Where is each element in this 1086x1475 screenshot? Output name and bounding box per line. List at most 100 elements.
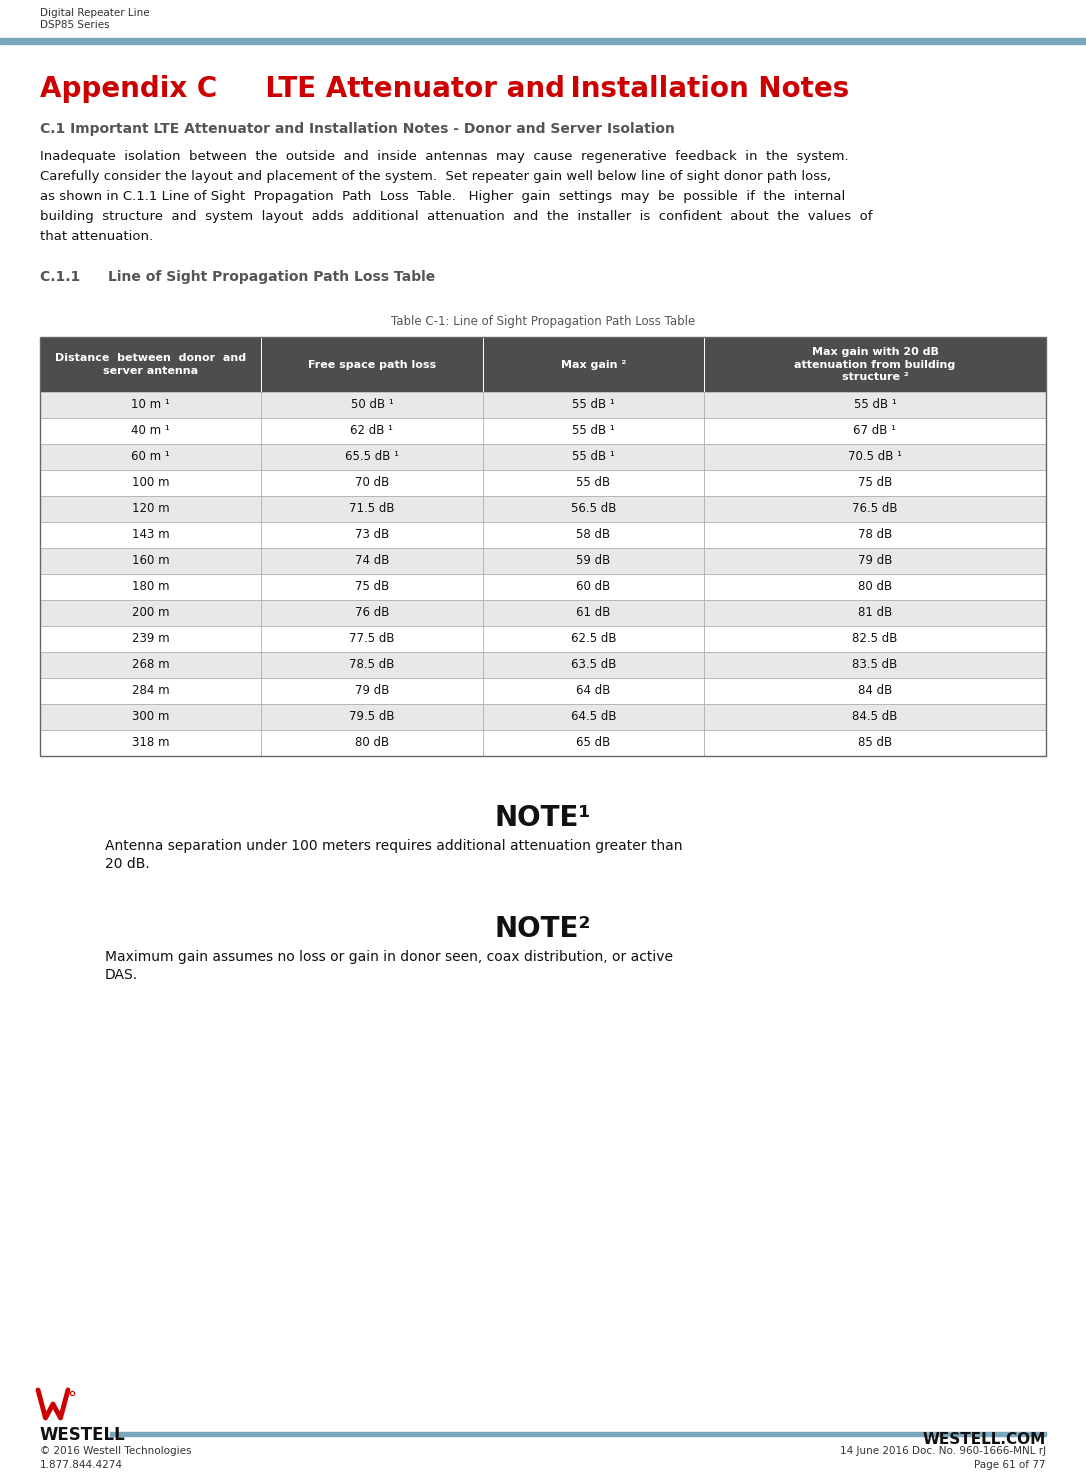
Text: 64.5 dB: 64.5 dB <box>570 711 616 724</box>
Bar <box>482 496 704 522</box>
Text: as shown in C.1.1 Line of Sight  Propagation  Path  Loss  Table.   Higher  gain : as shown in C.1.1 Line of Sight Propagat… <box>40 190 845 204</box>
Text: 73 dB: 73 dB <box>355 528 389 541</box>
Bar <box>482 730 704 757</box>
Text: 160 m: 160 m <box>131 555 169 568</box>
Text: 76 dB: 76 dB <box>355 606 389 619</box>
Text: Max gain ²: Max gain ² <box>560 360 626 370</box>
Bar <box>262 652 482 679</box>
Text: DSP85 Series: DSP85 Series <box>40 21 110 30</box>
Bar <box>262 574 482 600</box>
Text: 79 dB: 79 dB <box>355 684 389 698</box>
Bar <box>40 574 262 600</box>
Bar <box>482 417 704 444</box>
Bar <box>0 38 1086 44</box>
Text: 65.5 dB ¹: 65.5 dB ¹ <box>345 450 399 463</box>
Bar <box>704 417 1046 444</box>
Bar <box>482 549 704 574</box>
Text: C.1 Important LTE Attenuator and Installation Notes - Donor and Server Isolation: C.1 Important LTE Attenuator and Install… <box>40 122 674 136</box>
Text: 1.877.844.4274: 1.877.844.4274 <box>40 1460 123 1471</box>
Text: that attenuation.: that attenuation. <box>40 230 153 243</box>
Bar <box>262 678 482 704</box>
Bar <box>40 522 262 549</box>
Bar <box>40 678 262 704</box>
Bar <box>262 336 482 392</box>
Text: 200 m: 200 m <box>131 606 169 619</box>
Bar <box>40 496 262 522</box>
Text: 71.5 dB: 71.5 dB <box>350 503 394 515</box>
Text: 78 dB: 78 dB <box>858 528 892 541</box>
Bar <box>704 600 1046 625</box>
Bar <box>704 625 1046 652</box>
Bar <box>40 704 262 730</box>
Text: WESTELL.COM: WESTELL.COM <box>923 1432 1046 1447</box>
Bar <box>40 471 262 496</box>
Text: 55 dB: 55 dB <box>577 476 610 490</box>
Bar <box>40 549 262 574</box>
Text: Antenna separation under 100 meters requires additional attenuation greater than: Antenna separation under 100 meters requ… <box>105 839 682 853</box>
Bar <box>40 392 262 417</box>
Bar <box>40 625 262 652</box>
Text: 65 dB: 65 dB <box>577 736 610 749</box>
Text: 55 dB ¹: 55 dB ¹ <box>572 398 615 412</box>
Text: 82.5 dB: 82.5 dB <box>853 633 898 646</box>
Text: Maximum gain assumes no loss or gain in donor seen, coax distribution, or active: Maximum gain assumes no loss or gain in … <box>105 950 673 965</box>
Text: 180 m: 180 m <box>131 581 169 593</box>
Bar <box>704 522 1046 549</box>
Text: 61 dB: 61 dB <box>576 606 610 619</box>
Text: 55 dB ¹: 55 dB ¹ <box>854 398 896 412</box>
Text: 284 m: 284 m <box>131 684 169 698</box>
Text: 63.5 dB: 63.5 dB <box>570 658 616 671</box>
Text: 268 m: 268 m <box>131 658 169 671</box>
Text: 67 dB ¹: 67 dB ¹ <box>854 425 896 438</box>
Bar <box>482 392 704 417</box>
Bar <box>704 678 1046 704</box>
Bar <box>704 392 1046 417</box>
Text: 80 dB: 80 dB <box>355 736 389 749</box>
Text: 81 dB: 81 dB <box>858 606 892 619</box>
Text: Page 61 of 77: Page 61 of 77 <box>974 1460 1046 1471</box>
Bar <box>262 417 482 444</box>
Bar <box>482 471 704 496</box>
Text: Inadequate  isolation  between  the  outside  and  inside  antennas  may  cause : Inadequate isolation between the outside… <box>40 150 848 164</box>
Bar <box>262 549 482 574</box>
Text: NOTE¹: NOTE¹ <box>495 804 591 832</box>
Bar <box>482 625 704 652</box>
Text: 20 dB.: 20 dB. <box>105 857 150 872</box>
Bar <box>40 444 262 471</box>
Bar <box>40 336 1046 757</box>
Text: 62.5 dB: 62.5 dB <box>570 633 616 646</box>
Bar <box>482 678 704 704</box>
Text: 62 dB ¹: 62 dB ¹ <box>351 425 393 438</box>
Bar <box>40 417 262 444</box>
Bar <box>40 336 262 392</box>
Bar <box>110 1432 1046 1437</box>
Text: 143 m: 143 m <box>131 528 169 541</box>
Bar <box>262 704 482 730</box>
Text: 78.5 dB: 78.5 dB <box>350 658 394 671</box>
Text: Table C-1: Line of Sight Propagation Path Loss Table: Table C-1: Line of Sight Propagation Pat… <box>391 316 695 327</box>
Text: 84 dB: 84 dB <box>858 684 892 698</box>
Text: Carefully consider the layout and placement of the system.  Set repeater gain we: Carefully consider the layout and placem… <box>40 170 831 183</box>
Text: 60 m ¹: 60 m ¹ <box>131 450 171 463</box>
Text: 56.5 dB: 56.5 dB <box>570 503 616 515</box>
Text: C.1.1  Line of Sight Propagation Path Loss Table: C.1.1 Line of Sight Propagation Path Los… <box>40 270 435 285</box>
Bar <box>262 444 482 471</box>
Text: 58 dB: 58 dB <box>577 528 610 541</box>
Bar <box>704 730 1046 757</box>
Text: 84.5 dB: 84.5 dB <box>853 711 898 724</box>
Text: Digital Repeater Line: Digital Repeater Line <box>40 7 150 18</box>
Text: DAS.: DAS. <box>105 968 138 982</box>
Bar <box>262 730 482 757</box>
Bar <box>262 625 482 652</box>
Text: 76.5 dB: 76.5 dB <box>853 503 898 515</box>
Bar <box>482 600 704 625</box>
Text: 10 m ¹: 10 m ¹ <box>131 398 171 412</box>
Bar <box>704 336 1046 392</box>
Bar <box>704 471 1046 496</box>
Text: 239 m: 239 m <box>131 633 169 646</box>
Text: Free space path loss: Free space path loss <box>308 360 437 370</box>
Text: 55 dB ¹: 55 dB ¹ <box>572 425 615 438</box>
Text: 85 dB: 85 dB <box>858 736 892 749</box>
Text: 318 m: 318 m <box>131 736 169 749</box>
Text: 120 m: 120 m <box>131 503 169 515</box>
